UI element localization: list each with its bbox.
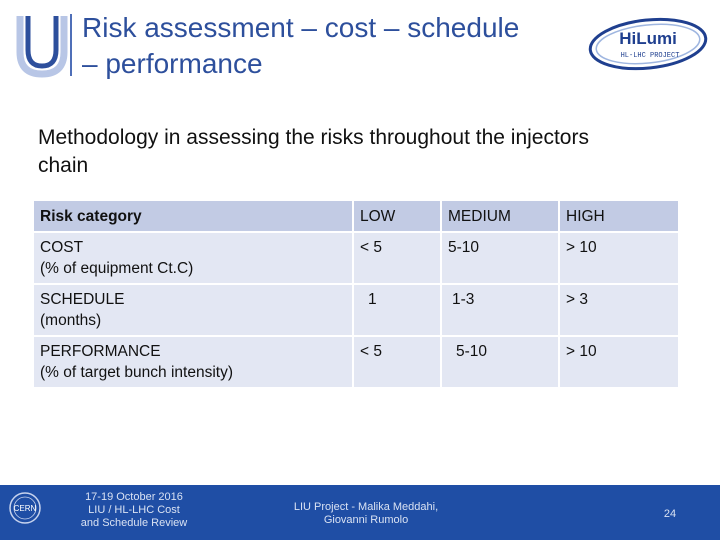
footer-date: 17-19 October 2016 (85, 491, 183, 503)
footer-review-line-2: and Schedule Review (80, 517, 188, 529)
header-medium: MEDIUM (440, 201, 558, 231)
footer-authors-line-1: LIU Project - Malika Meddahi, (293, 501, 439, 513)
risk-table: Risk category LOW MEDIUM HIGH COST (% of… (34, 201, 678, 387)
cell-low: 1 (352, 285, 440, 335)
category-name: SCHEDULE (40, 291, 125, 308)
cern-logo-icon: CERN (9, 492, 41, 524)
table-row: PERFORMANCE (% of target bunch intensity… (34, 337, 678, 387)
table-row: SCHEDULE (months) 1 1-3 > 3 (34, 285, 678, 335)
cell-high: > 10 (558, 233, 678, 283)
subtitle: Methodology in assessing the risks throu… (38, 124, 698, 180)
title-line-2: – performance (82, 48, 263, 79)
cell-medium: 5-10 (440, 337, 558, 387)
cell-high: > 10 (558, 337, 678, 387)
cell-low: < 5 (352, 233, 440, 283)
subtitle-line-1: Methodology in assessing the risks throu… (38, 126, 589, 149)
footer-review-line-1: LIU / HL-LHC Cost (88, 504, 180, 516)
header-high: HIGH (558, 201, 678, 231)
header-risk-category: Risk category (34, 201, 352, 231)
table-row: COST (% of equipment Ct.C) < 5 5-10 > 10 (34, 233, 678, 283)
cell-low: < 5 (352, 337, 440, 387)
title-divider (70, 14, 72, 76)
cell-medium: 1-3 (440, 285, 558, 335)
footer-bar (0, 485, 720, 540)
row-category-performance: PERFORMANCE (% of target bunch intensity… (34, 337, 352, 387)
row-category-schedule: SCHEDULE (months) (34, 285, 352, 335)
footer-event-info: 17-19 October 2016 LIU / HL-LHC Cost and… (70, 491, 198, 530)
category-unit: (months) (40, 312, 102, 329)
category-unit: (% of target bunch intensity) (40, 364, 233, 381)
title-line-1: Risk assessment – cost – schedule (82, 12, 520, 43)
footer-authors-line-2: Giovanni Rumolo (323, 514, 409, 526)
table-header-row: Risk category LOW MEDIUM HIGH (34, 201, 678, 231)
category-name: COST (40, 239, 84, 256)
subtitle-line-2: chain (38, 154, 89, 177)
page-title: Risk assessment – cost – schedule – perf… (82, 10, 602, 82)
page-number: 24 (663, 508, 677, 520)
footer-authors: LIU Project - Malika Meddahi, Giovanni R… (276, 501, 456, 527)
row-category-cost: COST (% of equipment Ct.C) (34, 233, 352, 283)
hilumi-logo-subtext: HL-LHC PROJECT (621, 52, 680, 60)
category-unit: (% of equipment Ct.C) (40, 260, 194, 277)
header-low: LOW (352, 201, 440, 231)
category-name: PERFORMANCE (40, 343, 161, 360)
cern-logo-text: CERN (14, 504, 37, 513)
cell-medium: 5-10 (440, 233, 558, 283)
liu-logo-icon (16, 16, 68, 78)
hilumi-logo-text: HiLumi (619, 29, 677, 48)
cell-high: > 3 (558, 285, 678, 335)
hilumi-logo: HiLumi HL-LHC PROJECT (588, 17, 708, 71)
